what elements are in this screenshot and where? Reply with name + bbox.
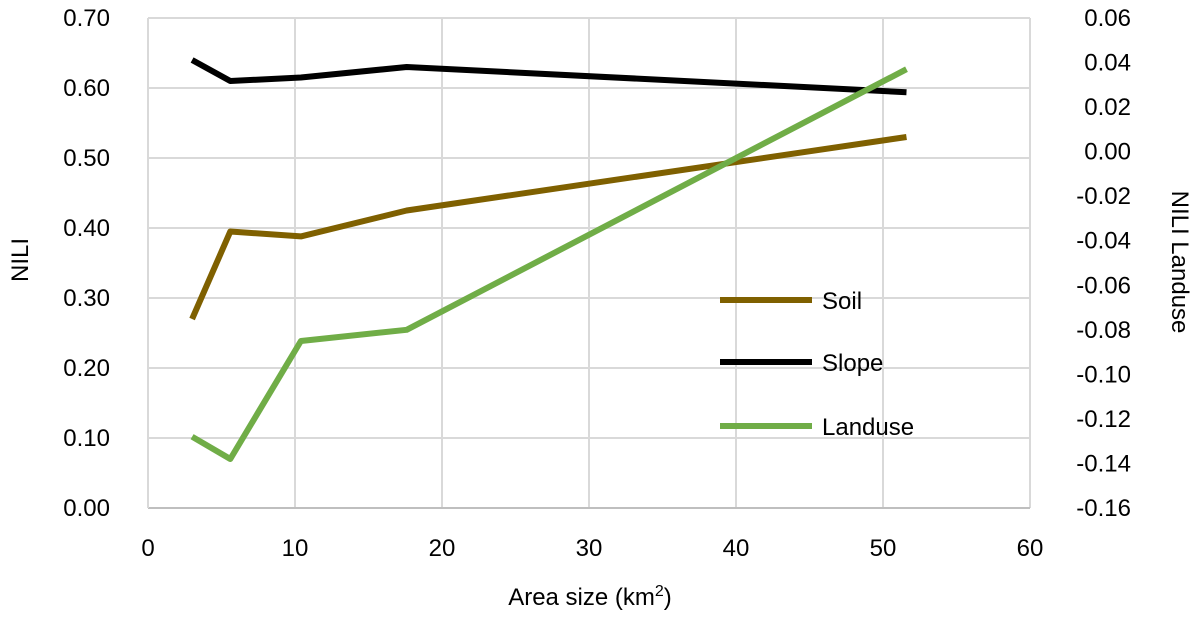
series-line-landuse (190, 66, 908, 462)
y-tick-label: 0.20 (63, 355, 110, 382)
y2-tick-label: -0.14 (1076, 450, 1131, 477)
y2-tick-label: -0.08 (1076, 317, 1131, 344)
series-line-soil (189, 134, 907, 321)
legend-label-slope: Slope (822, 350, 883, 377)
y2-tick-label: 0.04 (1084, 50, 1131, 77)
legend-label-landuse: Landuse (822, 414, 914, 441)
y-tick-label: 0.10 (63, 425, 110, 452)
y2-tick-label: 0.06 (1084, 5, 1131, 32)
x-tick-label: 10 (282, 535, 309, 562)
x-tick-label: 40 (723, 535, 750, 562)
x-axis-title-suffix: ) (664, 584, 672, 611)
series-line-slope (190, 57, 907, 96)
legend: Soil Slope Landuse (720, 288, 914, 441)
axes (147, 18, 1030, 509)
y2-tick-label: -0.12 (1076, 406, 1131, 433)
y-tick-label: 0.00 (63, 495, 110, 522)
x-tick-label: 50 (870, 535, 897, 562)
y2-tick-label: 0.02 (1084, 94, 1131, 121)
y2-tick-label: -0.16 (1076, 495, 1131, 522)
x-tick-label: 20 (429, 535, 456, 562)
x-tick-label: 30 (576, 535, 603, 562)
y-tick-label: 0.70 (63, 5, 110, 32)
legend-label-soil: Soil (822, 288, 862, 315)
y-tick-label: 0.40 (63, 215, 110, 242)
y2-tick-label: 0.00 (1084, 139, 1131, 166)
y2-axis-title: NILI Landuse (1166, 191, 1193, 334)
x-tick-label: 60 (1017, 535, 1044, 562)
y2-tick-label: -0.06 (1076, 272, 1131, 299)
y2-tick-label: -0.02 (1076, 183, 1131, 210)
y-tick-label: 0.50 (63, 145, 110, 172)
y2-tick-label: -0.04 (1076, 228, 1131, 255)
gridlines (148, 17, 1031, 508)
x-axis-title-superscript: 2 (655, 583, 664, 600)
series-lines (189, 57, 908, 462)
x-tick-label: 0 (141, 535, 154, 562)
tick-labels: 0 10 20 30 40 50 60 0.00 0.10 0.20 0.30 0.40 0.50 0.6… (63, 5, 1131, 562)
y-tick-label: 0.30 (63, 285, 110, 312)
x-axis-title-main: Area size (km (508, 584, 655, 611)
y-tick-label: 0.60 (63, 75, 110, 102)
x-axis-title: Area size (km2) (508, 583, 672, 611)
y2-tick-label: -0.10 (1076, 361, 1131, 388)
y-axis-title: NILI (7, 238, 34, 282)
